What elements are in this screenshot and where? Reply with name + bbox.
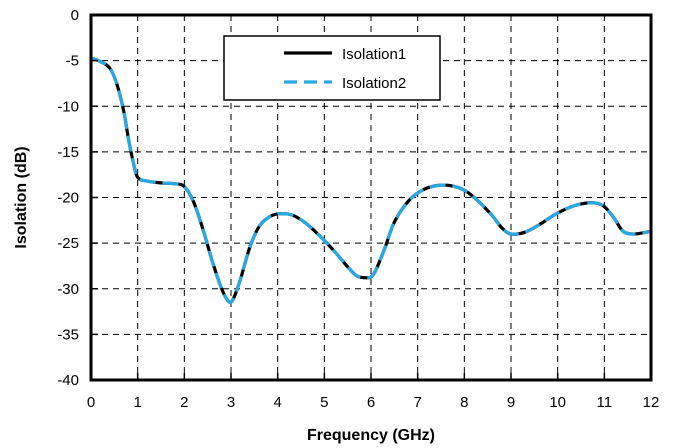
series-line-isolation2 <box>90 56 652 304</box>
x-tick-labels: 0 1 2 3 4 5 6 7 8 9 10 11 12 <box>87 394 660 411</box>
y-tick-label: -30 <box>57 281 79 298</box>
x-tick-label: 1 <box>133 394 141 411</box>
legend-label-isolation2: Isolation2 <box>342 75 406 92</box>
x-tick-label: 0 <box>87 394 95 411</box>
x-axis-title: Frequency (GHz) <box>307 427 435 444</box>
x-tick-label: 5 <box>320 394 328 411</box>
x-tick-label: 2 <box>180 394 188 411</box>
y-tick-label: 0 <box>71 7 79 24</box>
x-tick-label: 4 <box>273 394 281 411</box>
y-tick-label: -40 <box>57 372 79 389</box>
y-tick-label: -25 <box>57 235 79 252</box>
x-tick-label: 10 <box>549 394 566 411</box>
y-tick-label: -20 <box>57 190 79 207</box>
x-tick-label: 8 <box>460 394 468 411</box>
legend-label-isolation1: Isolation1 <box>342 46 406 63</box>
y-tick-label: -35 <box>57 326 79 343</box>
x-tick-label: 9 <box>507 394 515 411</box>
legend: Isolation1 Isolation2 <box>223 35 441 101</box>
y-axis-title: Isolation (dB) <box>13 146 30 248</box>
series-lines <box>90 56 652 304</box>
y-tick-labels: 0 -5 -10 -15 -20 -25 -30 -35 -40 <box>57 7 79 389</box>
y-tick-label: -5 <box>66 53 79 70</box>
x-tick-label: 3 <box>227 394 235 411</box>
axis-ticks <box>90 14 652 381</box>
y-tick-label: -15 <box>57 144 79 161</box>
x-tick-label: 12 <box>643 394 660 411</box>
x-tick-label: 11 <box>597 394 613 411</box>
x-tick-label: 6 <box>367 394 375 411</box>
x-tick-label: 7 <box>413 394 421 411</box>
legend-box <box>223 35 441 101</box>
y-tick-label: -10 <box>57 98 79 115</box>
